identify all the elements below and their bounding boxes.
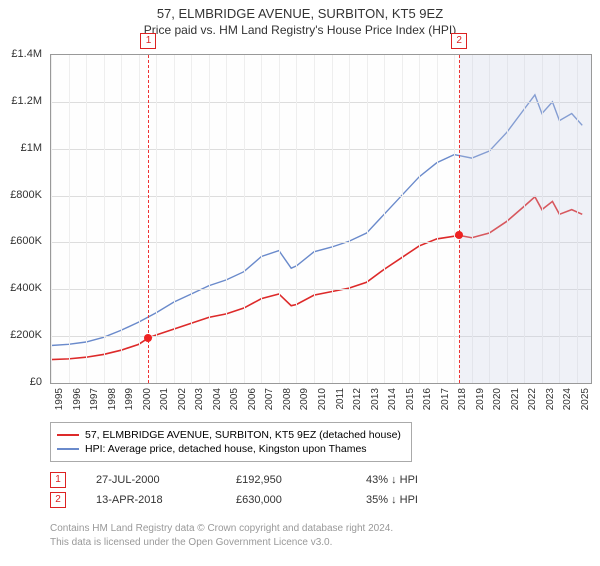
gridline-v xyxy=(156,55,157,383)
gridline-v xyxy=(51,55,52,383)
x-tick-label: 2001 xyxy=(159,388,170,410)
transaction-idx-box: 1 xyxy=(50,472,66,488)
legend-swatch xyxy=(57,434,79,436)
gridline-v xyxy=(226,55,227,383)
gridline-v xyxy=(402,55,403,383)
x-tick-label: 2003 xyxy=(194,388,205,410)
transaction-row: 2 13-APR-2018 £630,000 35% ↓ HPI xyxy=(50,492,590,508)
marker-line xyxy=(459,55,460,383)
y-tick-label: £1.4M xyxy=(11,48,42,60)
x-tick-label: 2023 xyxy=(545,388,556,410)
x-tick-label: 2000 xyxy=(142,388,153,410)
x-tick-label: 1996 xyxy=(72,388,83,410)
gridline-v xyxy=(314,55,315,383)
y-axis-labels: £0£200K£400K£600K£800K£1M£1.2M£1.4M xyxy=(0,54,46,382)
gridline-v xyxy=(261,55,262,383)
y-tick-label: £1.2M xyxy=(11,95,42,107)
x-tick-label: 2021 xyxy=(510,388,521,410)
transaction-date: 27-JUL-2000 xyxy=(96,474,206,486)
y-tick-label: £200K xyxy=(10,329,42,341)
legend-swatch xyxy=(57,448,79,450)
x-axis-labels: 1995 1996 1997 1998 1999 2000 2001 2002 2003 2004… xyxy=(50,384,590,424)
y-tick-label: £1M xyxy=(21,142,42,154)
gridline-v xyxy=(437,55,438,383)
gridline-v xyxy=(419,55,420,383)
gridline-v xyxy=(349,55,350,383)
transaction-price: £192,950 xyxy=(236,474,336,486)
footer-text: Contains HM Land Registry data © Crown c… xyxy=(50,522,393,549)
gridline-v xyxy=(104,55,105,383)
x-tick-label: 2016 xyxy=(422,388,433,410)
x-tick-label: 2022 xyxy=(527,388,538,410)
transaction-idx-box: 2 xyxy=(50,492,66,508)
transaction-dot xyxy=(144,334,152,342)
gridline-v xyxy=(367,55,368,383)
x-tick-label: 2025 xyxy=(580,388,591,410)
x-tick-label: 2007 xyxy=(264,388,275,410)
transaction-date: 13-APR-2018 xyxy=(96,494,206,506)
x-tick-label: 2012 xyxy=(352,388,363,410)
transaction-rows: 1 27-JUL-2000 £192,950 43% ↓ HPI 2 13-APR-201… xyxy=(50,468,590,512)
x-tick-label: 2015 xyxy=(405,388,416,410)
chart-plot-area: 12 xyxy=(50,54,592,384)
x-tick-label: 2017 xyxy=(440,388,451,410)
gridline-v xyxy=(69,55,70,383)
y-tick-label: £600K xyxy=(10,235,42,247)
shaded-forecast-region xyxy=(459,55,591,383)
gridline-v xyxy=(86,55,87,383)
x-tick-label: 2009 xyxy=(299,388,310,410)
transaction-dot xyxy=(455,231,463,239)
chart-title: 57, ELMBRIDGE AVENUE, SURBITON, KT5 9EZ xyxy=(0,6,600,21)
legend-row: 57, ELMBRIDGE AVENUE, SURBITON, KT5 9EZ … xyxy=(57,429,401,441)
x-tick-label: 1997 xyxy=(89,388,100,410)
gridline-v xyxy=(296,55,297,383)
chart-subtitle: Price paid vs. HM Land Registry's House … xyxy=(0,23,600,37)
x-tick-label: 2013 xyxy=(370,388,381,410)
x-tick-label: 1998 xyxy=(107,388,118,410)
gridline-v xyxy=(332,55,333,383)
gridline-v xyxy=(139,55,140,383)
x-tick-label: 2019 xyxy=(475,388,486,410)
legend-label: 57, ELMBRIDGE AVENUE, SURBITON, KT5 9EZ … xyxy=(85,429,401,441)
chart-container: 57, ELMBRIDGE AVENUE, SURBITON, KT5 9EZ … xyxy=(0,6,600,566)
y-tick-label: £800K xyxy=(10,189,42,201)
x-tick-label: 2024 xyxy=(562,388,573,410)
gridline-v xyxy=(454,55,455,383)
marker-box: 2 xyxy=(451,33,467,49)
gridline-v xyxy=(174,55,175,383)
gridline-v xyxy=(121,55,122,383)
transaction-delta: 43% ↓ HPI xyxy=(366,474,418,486)
x-tick-label: 1999 xyxy=(124,388,135,410)
x-tick-label: 2011 xyxy=(335,388,346,410)
x-tick-label: 2014 xyxy=(387,388,398,410)
x-tick-label: 2006 xyxy=(247,388,258,410)
y-tick-label: £0 xyxy=(30,376,42,388)
footer-line1: Contains HM Land Registry data © Crown c… xyxy=(50,522,393,536)
transaction-row: 1 27-JUL-2000 £192,950 43% ↓ HPI xyxy=(50,472,590,488)
legend: 57, ELMBRIDGE AVENUE, SURBITON, KT5 9EZ … xyxy=(50,422,412,462)
x-tick-label: 2004 xyxy=(212,388,223,410)
gridline-v xyxy=(384,55,385,383)
gridline-v xyxy=(209,55,210,383)
y-tick-label: £400K xyxy=(10,282,42,294)
x-tick-label: 2008 xyxy=(282,388,293,410)
legend-row: HPI: Average price, detached house, King… xyxy=(57,443,401,455)
x-tick-label: 1995 xyxy=(54,388,65,410)
gridline-v xyxy=(279,55,280,383)
gridline-v xyxy=(244,55,245,383)
footer-line2: This data is licensed under the Open Gov… xyxy=(50,536,393,550)
gridline-v xyxy=(191,55,192,383)
x-tick-label: 2020 xyxy=(492,388,503,410)
x-tick-label: 2010 xyxy=(317,388,328,410)
x-tick-label: 2002 xyxy=(177,388,188,410)
transaction-price: £630,000 xyxy=(236,494,336,506)
x-tick-label: 2018 xyxy=(457,388,468,410)
marker-box: 1 xyxy=(140,33,156,49)
x-tick-label: 2005 xyxy=(229,388,240,410)
transaction-delta: 35% ↓ HPI xyxy=(366,494,418,506)
legend-label: HPI: Average price, detached house, King… xyxy=(85,443,367,455)
